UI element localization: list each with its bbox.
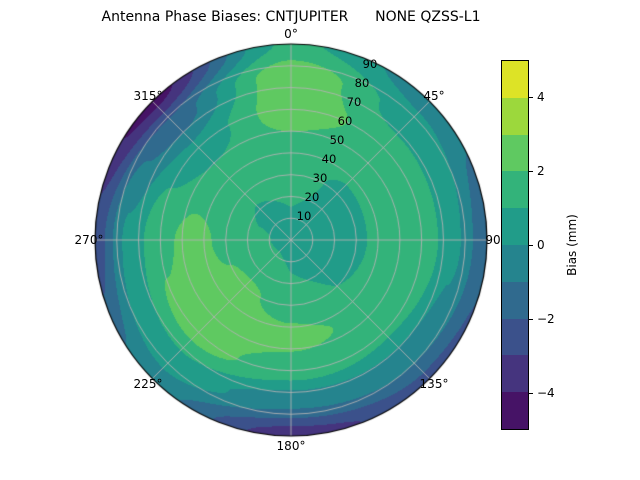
colorbar-band: [502, 281, 528, 319]
radial-tick-label-20: 20: [304, 190, 320, 204]
colorbar-band: [502, 134, 528, 172]
colorbar-band: [502, 171, 528, 209]
colorbar-tick-mark: [529, 171, 533, 172]
colorbar-band: [502, 355, 528, 393]
colorbar-band: [502, 392, 528, 429]
angular-tick-label-180: 180°: [276, 439, 306, 453]
angular-tick-label-270: 270°: [74, 233, 104, 247]
radial-tick-label-70: 70: [346, 95, 362, 109]
colorbar-band: [502, 208, 528, 245]
radial-tick-label-80: 80: [354, 76, 370, 90]
radial-tick-label-30: 30: [312, 171, 328, 185]
angular-tick-label-45: 45°: [423, 89, 445, 103]
angular-tick-label-225: 225°: [133, 377, 163, 391]
colorbar-band: [502, 97, 528, 135]
colorbar-axis-label: Bias (mm): [565, 214, 579, 276]
angular-tick-label-135: 135°: [419, 377, 449, 391]
colorbar-tick-mark: [529, 245, 533, 246]
colorbar-tick-mark: [529, 319, 533, 320]
colorbar-band: [502, 61, 528, 98]
colorbar-bands: [501, 60, 529, 430]
colorbar-band: [502, 244, 528, 282]
colorbar-tick-mark: [529, 97, 533, 98]
colorbar-tick-label-neg2: −2: [537, 312, 555, 326]
colorbar-tick-label-0: 0: [537, 238, 545, 252]
colorbar-tick-label-2: 2: [537, 164, 545, 178]
chart-title: Antenna Phase Biases: CNTJUPITER NONE QZ…: [101, 9, 481, 25]
colorbar-tick-label-neg4: −4: [537, 386, 555, 400]
colorbar-tick-mark: [529, 393, 533, 394]
radial-tick-label-10: 10: [296, 209, 312, 223]
angular-tick-label-315: 315°: [133, 89, 163, 103]
angular-tick-label-90: 90: [485, 233, 501, 247]
polar-contour-canvas: [91, 40, 491, 440]
radial-tick-label-60: 60: [337, 114, 353, 128]
colorbar-band: [502, 318, 528, 356]
angular-tick-label-0: 0°: [284, 27, 298, 41]
colorbar-tick-label-4: 4: [537, 90, 545, 104]
radial-tick-label-90: 90: [362, 57, 378, 71]
radial-tick-label-50: 50: [329, 133, 345, 147]
radial-tick-label-40: 40: [321, 152, 337, 166]
